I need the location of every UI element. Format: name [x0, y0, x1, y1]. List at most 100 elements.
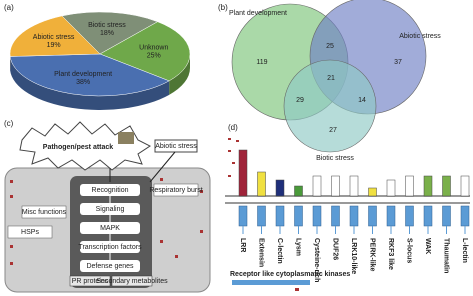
slice-label: Biotic stress	[88, 22, 126, 29]
family-label: LRK10-like	[350, 238, 357, 274]
arrow	[149, 151, 176, 183]
pie-slice	[9, 53, 170, 97]
step-label: MAPK	[100, 225, 120, 232]
side-box	[7, 225, 53, 239]
pie-side	[10, 56, 170, 110]
family-label: RKF3 like	[387, 238, 394, 270]
extracellular-domain	[442, 175, 451, 197]
abiotic-label: Abiotic stress	[155, 143, 197, 150]
extracellular-domain	[312, 175, 322, 197]
panel-label: (c)	[4, 119, 14, 128]
extracellular-domain	[294, 185, 303, 197]
step-label: Recognition	[92, 187, 129, 194]
slice-value: 19%	[47, 42, 61, 49]
kinase-domain	[386, 205, 396, 227]
trigger-label: Pathogen/pest attack	[43, 144, 114, 151]
extracellular-domain	[460, 175, 470, 197]
kinase-domain	[294, 205, 303, 227]
family-label: L-lectin	[461, 238, 468, 263]
family-label: Thaumatin	[443, 238, 450, 273]
step-box	[80, 241, 140, 253]
output-label: Secondary metabolites	[96, 278, 168, 285]
kinase-domain	[368, 205, 377, 227]
kinase-domain	[423, 205, 433, 227]
kinase-domain	[331, 205, 340, 227]
extracellular-domain	[331, 175, 340, 197]
output-box	[69, 275, 111, 287]
extracellular-domain	[275, 179, 285, 197]
family-label: S-locus	[406, 238, 413, 263]
family-label: DUF26	[332, 238, 339, 260]
region-count: 37	[394, 59, 402, 66]
side-label: Misc functions	[22, 209, 67, 216]
slice-label: Unknown	[139, 45, 168, 52]
family-label: Extensin	[258, 238, 265, 267]
output-label: PR proteins	[72, 278, 109, 285]
pie-side	[169, 54, 190, 95]
family-label: LRR	[239, 238, 246, 252]
slice-value: 38%	[76, 79, 90, 86]
step-label: Transcription factors	[78, 244, 142, 251]
family-label: Cysteine-rich	[313, 238, 320, 282]
set-label: Abiotic stress	[399, 33, 441, 40]
step-box	[80, 260, 140, 272]
pie-slice	[61, 11, 159, 55]
kinase-domain	[257, 205, 266, 227]
step-label: Defense genes	[86, 263, 134, 270]
gene-mark	[295, 288, 299, 291]
venn-set	[283, 59, 377, 153]
step-box	[80, 184, 140, 196]
panel-label: (a)	[4, 3, 14, 12]
rlck-label: Receptor like cytoplasmatic kinases	[230, 271, 350, 278]
set-label: Plant development	[229, 10, 287, 17]
step-box	[80, 222, 140, 234]
gene-marks	[228, 138, 239, 177]
extracellular-domain	[368, 187, 377, 197]
side-box	[153, 183, 199, 197]
region-count: 29	[296, 97, 304, 104]
family-label: PERK-like	[369, 238, 376, 272]
family-label: WAK	[424, 238, 431, 254]
region-count: 25	[326, 43, 334, 50]
region-count: 14	[358, 97, 366, 104]
gene-marks	[10, 178, 203, 265]
region-count: 21	[327, 75, 335, 82]
kinase-domain	[238, 205, 248, 227]
step-box	[80, 203, 140, 215]
pie-slice	[9, 15, 101, 57]
rlck-bar	[232, 280, 310, 285]
pie-slice	[99, 21, 191, 82]
attack-burst	[19, 121, 151, 171]
extracellular-domain	[257, 171, 266, 197]
insect-icon	[118, 132, 134, 144]
slice-label: Abiotic stress	[33, 34, 75, 41]
region-count: 27	[329, 127, 337, 134]
kinase-domain	[460, 205, 470, 227]
kinase-domain	[349, 205, 359, 227]
panel-label: (d)	[228, 123, 238, 132]
extracellular-domain	[386, 179, 396, 197]
slice-value: 18%	[100, 30, 114, 37]
family-label: C-lectin	[276, 238, 283, 264]
extracellular-domain	[349, 175, 359, 197]
kinase-domain	[405, 205, 414, 227]
extracellular-domain	[423, 175, 433, 197]
side-box	[21, 205, 67, 219]
side-label: Respiratory burst	[149, 187, 202, 194]
side-label: HSPs	[21, 229, 39, 236]
extracellular-domain	[238, 149, 248, 197]
panel-label: (b)	[218, 3, 228, 12]
region-count: 119	[256, 59, 267, 66]
output-box	[111, 275, 153, 287]
step-label: Signaling	[96, 206, 125, 213]
set-label: Biotic stress	[316, 155, 354, 162]
slice-value: 25%	[147, 53, 161, 60]
kinase-domain	[275, 205, 285, 227]
slice-label: Plant development	[54, 71, 112, 78]
extracellular-domain	[405, 175, 414, 197]
abiotic-box	[154, 139, 198, 153]
kinase-domain	[312, 205, 322, 227]
kinase-domain	[442, 205, 451, 227]
family-label: Lysm	[295, 238, 302, 256]
